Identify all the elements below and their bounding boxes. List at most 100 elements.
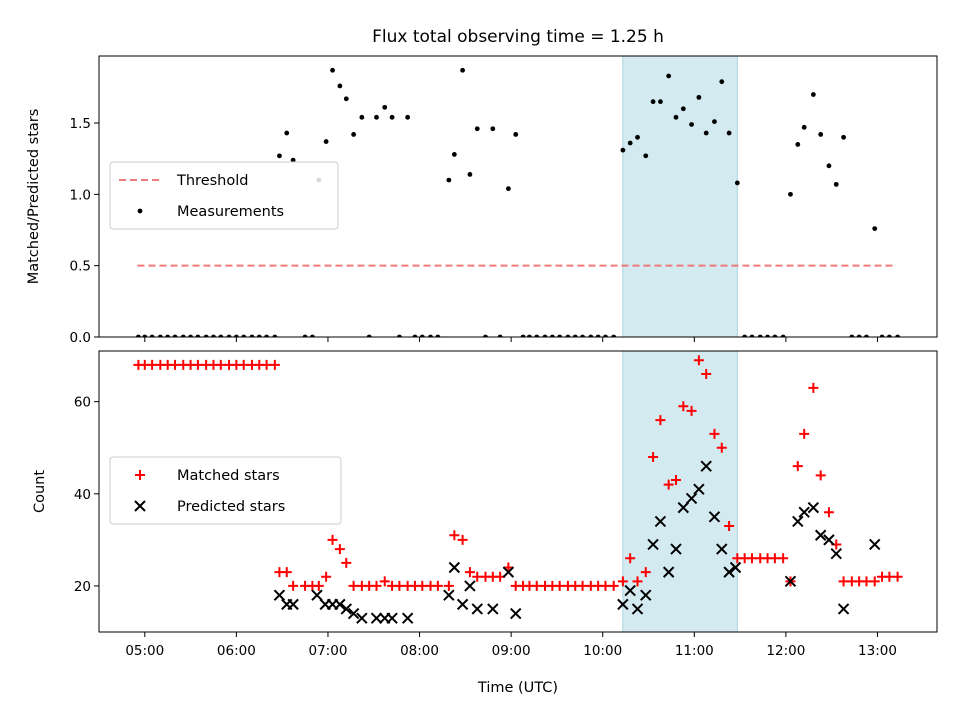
y-tick-label: 1.5 bbox=[70, 116, 91, 132]
measurement-point bbox=[203, 334, 209, 337]
measurement-point bbox=[142, 334, 148, 337]
legend-marker bbox=[135, 470, 145, 480]
measurement-point bbox=[886, 334, 892, 337]
legend-label: Threshold bbox=[176, 173, 248, 189]
measurement-point bbox=[172, 334, 178, 337]
measurement-point bbox=[611, 334, 617, 337]
measurement-point bbox=[826, 163, 832, 169]
matched-stars-point bbox=[655, 415, 666, 426]
measurement-point bbox=[446, 177, 452, 183]
matched-stars-point bbox=[432, 580, 443, 591]
measurement-point bbox=[149, 334, 155, 337]
predicted-stars-point bbox=[670, 543, 682, 555]
measurement-point bbox=[490, 126, 496, 132]
chart-title: Flux total observing time = 1.25 h bbox=[372, 27, 664, 47]
x-tick-label: 13:00 bbox=[858, 643, 897, 659]
y-axis-label: Matched/Predicted stars bbox=[26, 109, 42, 285]
measurement-point bbox=[696, 94, 702, 100]
predicted-stars-point bbox=[370, 612, 383, 624]
matched-stars-point bbox=[288, 580, 299, 591]
matched-stars-point bbox=[464, 567, 475, 578]
predicted-stars-point bbox=[798, 506, 810, 518]
measurement-point bbox=[467, 171, 473, 177]
measurement-point bbox=[241, 334, 247, 337]
measurement-point bbox=[277, 153, 282, 159]
legend-label: Predicted stars bbox=[177, 499, 285, 515]
measurement-point bbox=[810, 92, 816, 97]
ratio-legend: Threshold Measurements bbox=[109, 161, 339, 230]
matched-stars-point bbox=[371, 580, 382, 591]
measurement-point bbox=[772, 334, 778, 337]
matched-stars-point bbox=[457, 534, 468, 545]
y-tick-label: 0.5 bbox=[70, 259, 91, 275]
y-tick-label: 0.0 bbox=[70, 330, 91, 346]
measurement-point bbox=[412, 334, 418, 337]
predicted-stars-point bbox=[654, 515, 667, 528]
measurement-point bbox=[726, 130, 732, 136]
measurement-point bbox=[451, 152, 457, 157]
measurement-point bbox=[734, 180, 740, 186]
predicted-stars-point bbox=[716, 543, 728, 555]
measurement-point bbox=[165, 334, 171, 337]
measurement-point bbox=[330, 67, 335, 73]
predicted-stars-point bbox=[792, 515, 804, 528]
predicted-stars-point bbox=[456, 598, 469, 611]
predicted-stars-point bbox=[631, 603, 644, 615]
measurement-point bbox=[818, 132, 824, 137]
measurement-point bbox=[689, 122, 694, 127]
measurement-point bbox=[323, 139, 329, 144]
matched-stars-point bbox=[823, 507, 834, 518]
x-tick-label: 11:00 bbox=[675, 643, 714, 659]
measurement-point bbox=[703, 130, 709, 136]
measurement-point bbox=[157, 334, 163, 337]
measurement-point bbox=[666, 73, 672, 79]
measurement-point bbox=[474, 126, 480, 132]
observing-window-span bbox=[622, 350, 738, 633]
measurement-point bbox=[284, 130, 290, 136]
legend-label: Measurements bbox=[177, 204, 284, 220]
measurement-point bbox=[788, 191, 793, 197]
predicted-stars-point bbox=[334, 598, 346, 611]
measurement-point bbox=[549, 334, 555, 337]
measurement-point bbox=[419, 334, 425, 337]
measurement-point bbox=[233, 334, 239, 337]
x-tick-label: 07:00 bbox=[309, 643, 348, 659]
measurement-point bbox=[505, 186, 511, 192]
matched-stars-point bbox=[724, 521, 735, 532]
measurement-point bbox=[742, 334, 748, 337]
y-axis-label: Count bbox=[32, 470, 48, 513]
matched-stars-point bbox=[632, 576, 643, 587]
matched-stars-point bbox=[648, 451, 659, 462]
measurement-point bbox=[712, 119, 717, 125]
measurement-point bbox=[595, 334, 601, 337]
predicted-stars-point bbox=[823, 534, 835, 546]
measurement-point bbox=[580, 334, 585, 337]
count-axes-frame bbox=[98, 350, 938, 633]
matched-stars-point bbox=[670, 474, 681, 485]
matched-stars-point bbox=[608, 580, 619, 591]
measurement-point bbox=[864, 334, 869, 337]
measurement-point bbox=[565, 334, 571, 337]
measurement-point bbox=[749, 334, 755, 337]
measurement-point bbox=[557, 334, 563, 337]
matched-stars-point bbox=[379, 576, 390, 587]
measurement-point bbox=[211, 334, 216, 337]
measurement-point bbox=[396, 334, 402, 337]
measurement-point bbox=[382, 104, 388, 110]
measurement-point bbox=[428, 334, 433, 337]
legend-label: Matched stars bbox=[177, 468, 280, 484]
measurement-point bbox=[658, 99, 663, 105]
predicted-stars-point bbox=[624, 584, 636, 597]
x-tick-label: 05:00 bbox=[125, 643, 164, 659]
measurement-point bbox=[264, 334, 269, 337]
measurement-point bbox=[856, 334, 862, 337]
measurement-point bbox=[249, 334, 255, 337]
measurement-point bbox=[405, 114, 411, 120]
measurement-point bbox=[765, 334, 770, 337]
measurement-point bbox=[527, 334, 532, 337]
predicted-stars-point bbox=[869, 538, 881, 551]
measurement-point bbox=[643, 153, 649, 159]
predicted-stars-point bbox=[784, 575, 797, 588]
legend-marker bbox=[137, 208, 143, 214]
measurement-point bbox=[272, 334, 278, 337]
